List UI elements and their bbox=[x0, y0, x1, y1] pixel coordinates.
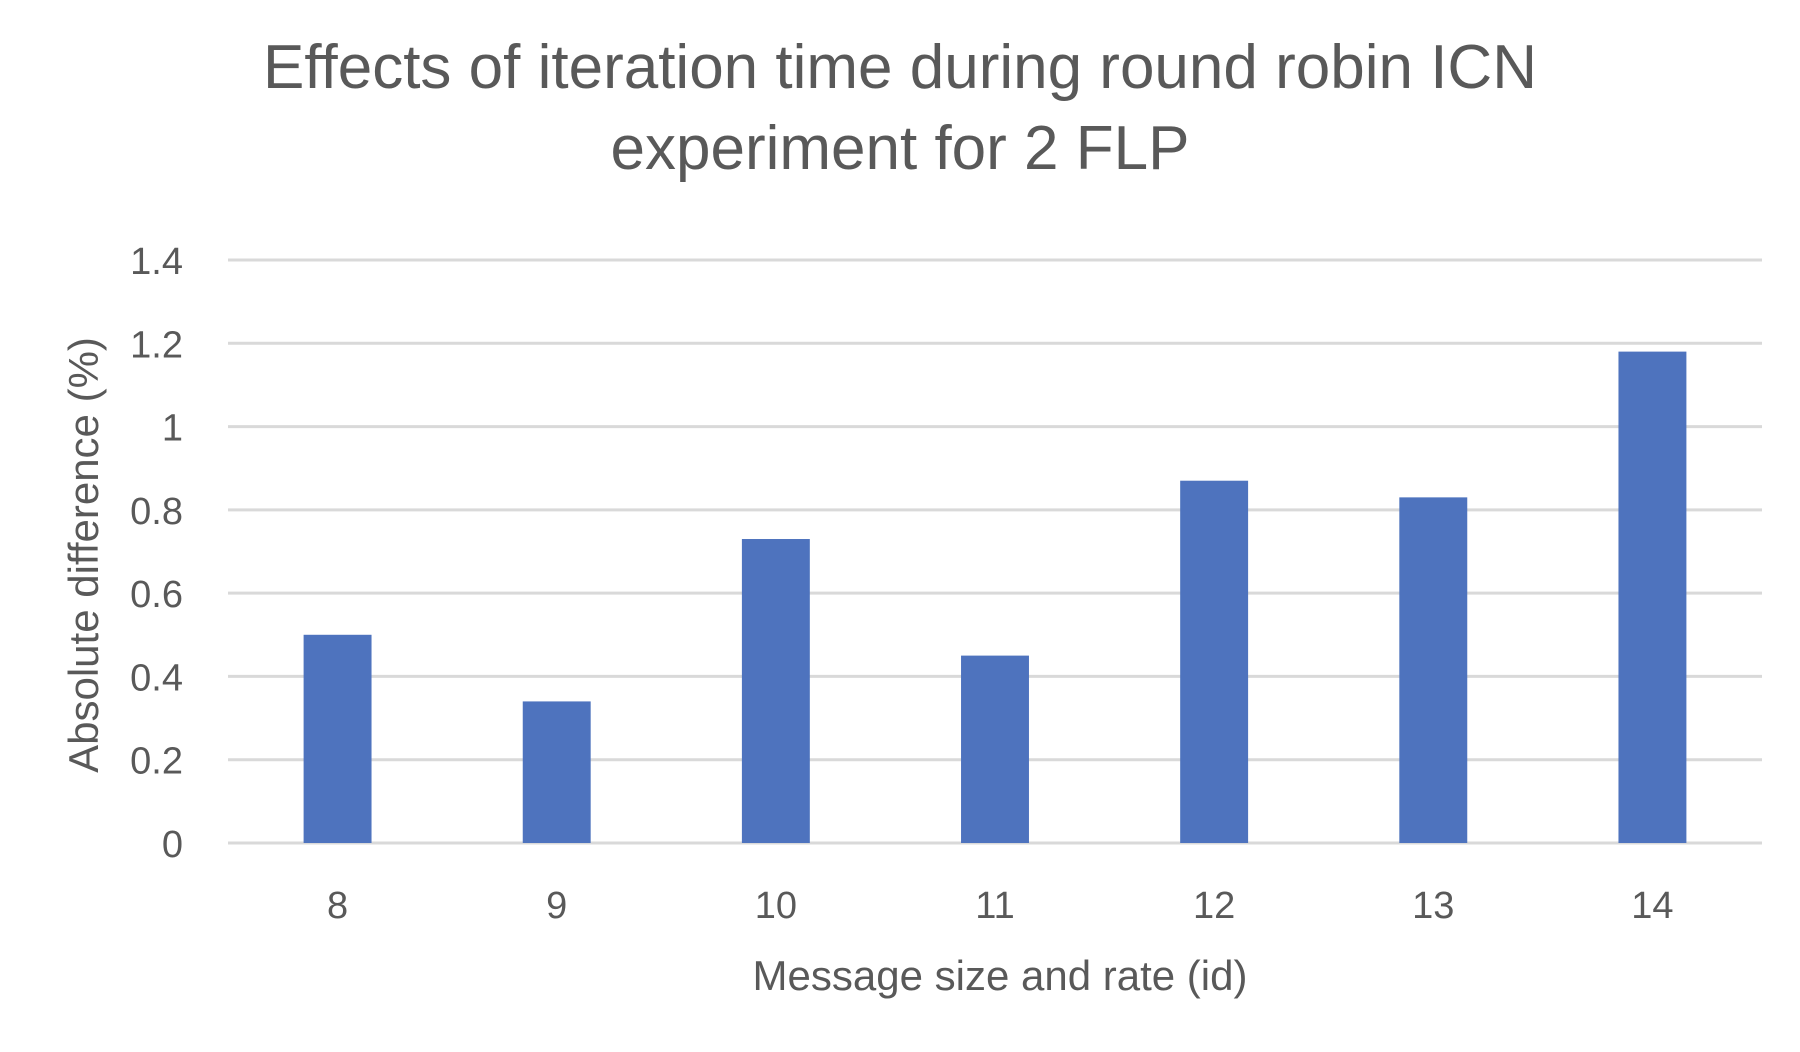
y-axis-title: Absolute difference (%) bbox=[60, 337, 107, 773]
y-tick-label: 1.2 bbox=[130, 324, 183, 366]
bars bbox=[303, 351, 1687, 843]
x-tick-label: 14 bbox=[1631, 885, 1673, 927]
y-tick-label: 0.2 bbox=[130, 741, 183, 783]
y-tick-label: 1 bbox=[162, 408, 183, 450]
x-axis-title: Message size and rate (id) bbox=[753, 952, 1248, 999]
x-axis-ticks: 8 9 10 11 12 13 14 bbox=[327, 885, 1674, 927]
bar-11 bbox=[961, 655, 1029, 843]
y-tick-label: 0.4 bbox=[130, 657, 183, 699]
y-tick-label: 0 bbox=[162, 824, 183, 866]
bar-10 bbox=[741, 539, 810, 843]
y-axis-ticks: 0 0.2 0.4 0.6 0.8 1 1.2 1.4 bbox=[130, 241, 183, 866]
bar-13 bbox=[1399, 497, 1468, 843]
y-tick-label: 0.8 bbox=[130, 491, 183, 533]
x-tick-label: 11 bbox=[975, 885, 1014, 927]
bar-14 bbox=[1618, 351, 1687, 843]
y-tick-label: 1.4 bbox=[130, 241, 183, 283]
x-tick-label: 8 bbox=[327, 885, 348, 927]
x-tick-label: 10 bbox=[755, 885, 797, 927]
chart-title: Effects of iteration time during round r… bbox=[263, 33, 1537, 183]
x-tick-label: 9 bbox=[546, 885, 567, 927]
y-tick-label: 0.6 bbox=[130, 574, 183, 616]
bar-8 bbox=[303, 634, 372, 843]
x-tick-label: 13 bbox=[1412, 885, 1454, 927]
bar-12 bbox=[1180, 480, 1249, 843]
x-tick-label: 12 bbox=[1193, 885, 1235, 927]
bar-9 bbox=[522, 701, 591, 843]
